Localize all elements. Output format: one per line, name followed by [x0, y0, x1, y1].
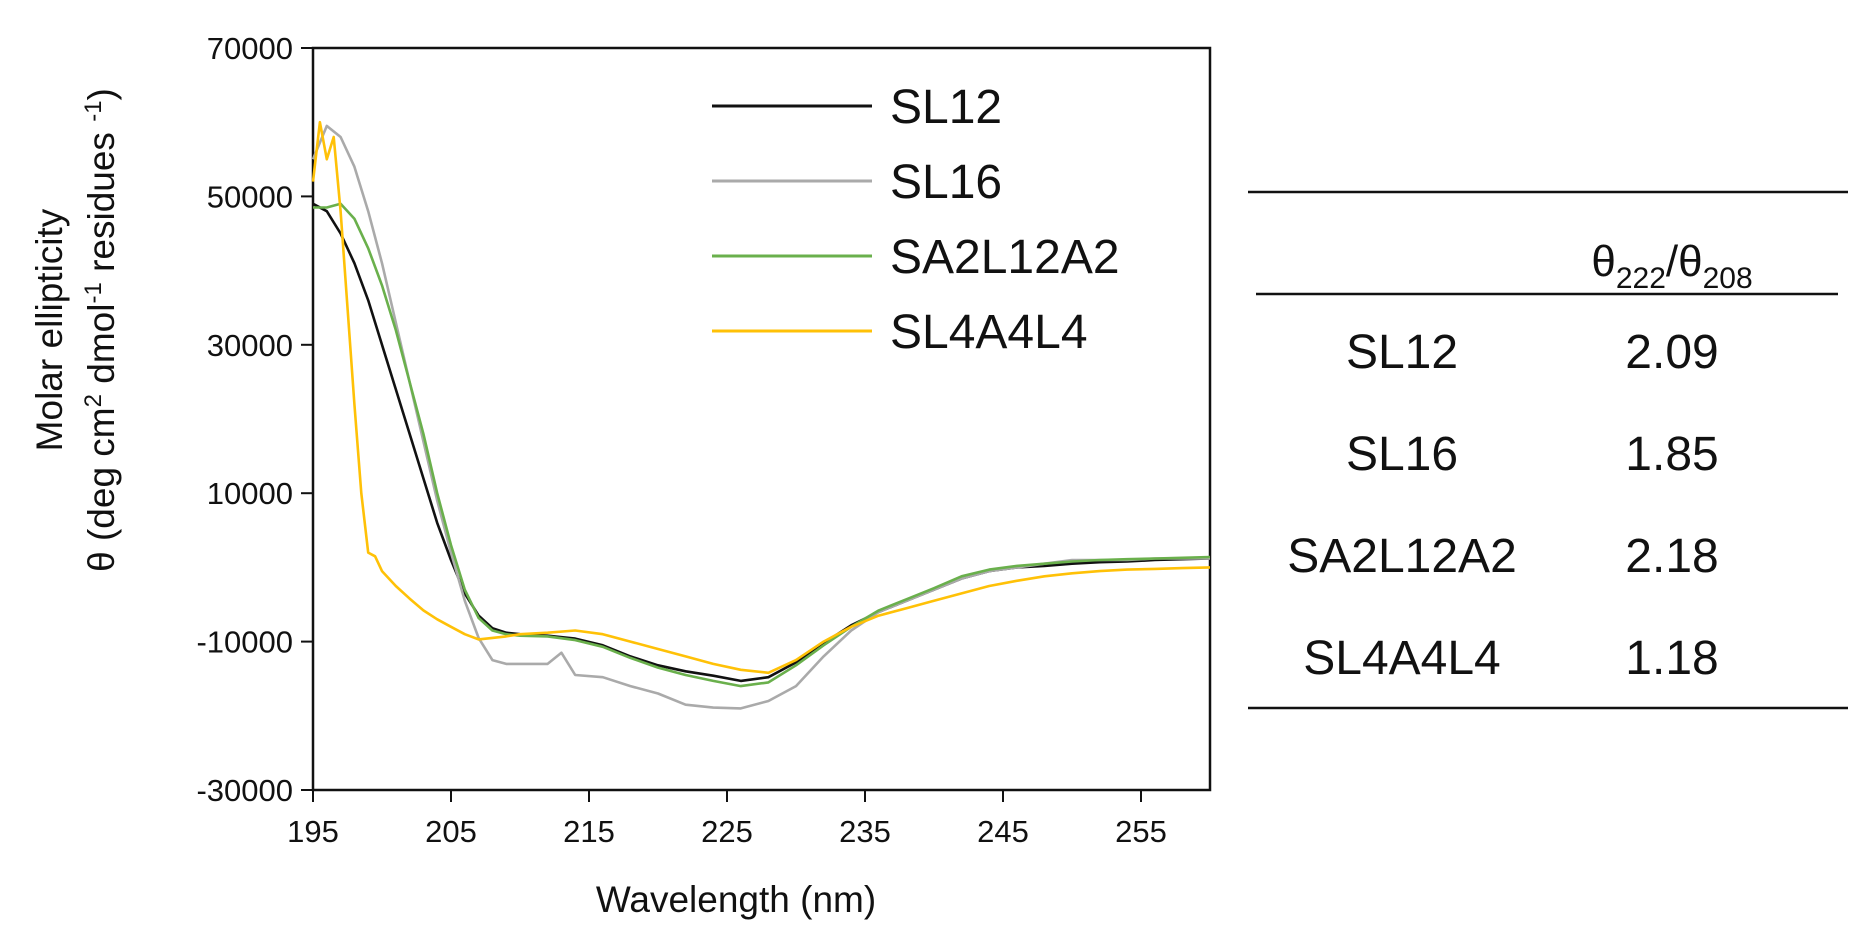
x-axis-title: Wavelength (nm) [596, 879, 876, 920]
x-tick-label: 195 [287, 814, 339, 849]
legend-label: SL12 [890, 81, 1002, 134]
table-row-name: SL16 [1346, 428, 1458, 481]
table-header-ratio: θ222/θ208 [1591, 237, 1752, 295]
x-tick-label: 235 [839, 814, 891, 849]
y-tick-label: 70000 [207, 31, 293, 66]
y-axis-title-superscript: 2 [80, 394, 107, 407]
x-tick-label: 255 [1115, 814, 1167, 849]
table-row-value: 2.09 [1625, 326, 1718, 379]
table-row-name: SL12 [1346, 326, 1458, 379]
table-header-theta: θ [1591, 237, 1615, 286]
y-axis-title-line1: Molar ellipticity [29, 208, 70, 451]
y-axis-title-line2: θ (deg cm2 dmol-1 residues -1) [80, 88, 123, 572]
y-tick-label: 10000 [207, 476, 293, 511]
table-row-name: SL4A4L4 [1303, 632, 1501, 685]
legend: SL12 SL16 SA2L12A2 SL4A4L4 [712, 81, 1120, 359]
y-axis-title-part: θ (deg cm [81, 407, 122, 572]
y-axis-title-part: residues [81, 122, 122, 282]
y-tick-label: -30000 [196, 773, 293, 808]
table-row-value: 1.85 [1625, 428, 1718, 481]
x-axis-ticks: 195 205 215 225 235 245 255 [287, 790, 1167, 849]
x-tick-label: 225 [701, 814, 753, 849]
y-tick-label: 30000 [207, 328, 293, 363]
y-tick-label: 50000 [207, 179, 293, 214]
legend-label: SA2L12A2 [890, 231, 1120, 284]
table-body: SL12 2.09 SL16 1.85 SA2L12A2 2.18 SL4A4L4 1.18 [1287, 326, 1718, 685]
y-axis-title: Molar ellipticity θ (deg cm2 dmol-1 resi… [29, 88, 122, 572]
x-tick-label: 205 [425, 814, 477, 849]
y-axis-ticks: -30000 -10000 10000 30000 50000 70000 [196, 31, 313, 808]
series-line-sl16 [311, 124, 1210, 710]
legend-label: SL4A4L4 [890, 306, 1088, 359]
plot-area: 195 205 215 225 235 245 255 -30000 -10000 10000 3… [196, 31, 1212, 849]
x-tick-label: 215 [563, 814, 615, 849]
legend-label: SL16 [890, 156, 1002, 209]
table-header-sub-208: 208 [1703, 262, 1753, 295]
table-row-value: 2.18 [1625, 530, 1718, 583]
y-axis-title-part: ) [81, 88, 122, 100]
table-header-slash-theta: /θ [1666, 237, 1703, 286]
series-lines [311, 120, 1211, 710]
table-row-name: SA2L12A2 [1287, 530, 1517, 583]
series-line-sa2l12a2 [313, 202, 1211, 688]
y-axis-title-part: dmol [81, 304, 122, 394]
table-row-value: 1.18 [1625, 632, 1718, 685]
y-tick-label: -10000 [196, 625, 293, 660]
x-tick-label: 245 [977, 814, 1029, 849]
series-line-sl4a4l4 [311, 120, 1211, 675]
y-axis-title-superscript: -1 [80, 100, 107, 121]
y-axis-title-superscript: -1 [80, 282, 107, 303]
plot-frame [311, 46, 1212, 792]
table-header-sub-222: 222 [1616, 262, 1666, 295]
